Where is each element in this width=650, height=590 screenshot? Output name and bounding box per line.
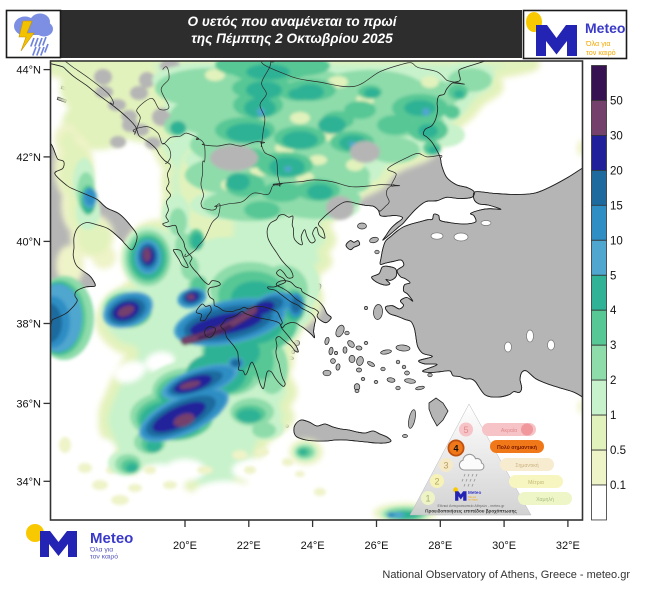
svg-text:28°E: 28°E bbox=[428, 540, 452, 552]
svg-text:4: 4 bbox=[610, 305, 617, 317]
svg-text:10: 10 bbox=[610, 235, 623, 247]
svg-text:20: 20 bbox=[610, 165, 623, 177]
svg-text:Όλα για: Όλα για bbox=[467, 496, 477, 499]
svg-text:Meteo: Meteo bbox=[468, 490, 481, 495]
svg-text:τον καιρό: τον καιρό bbox=[90, 553, 118, 561]
svg-text:3: 3 bbox=[443, 461, 448, 471]
svg-text:2: 2 bbox=[610, 375, 616, 387]
svg-text:Προειδοποιήσεις επιπέδου βροχό: Προειδοποιήσεις επιπέδου βροχόπτωσης bbox=[425, 509, 517, 515]
svg-text:38°N: 38°N bbox=[16, 319, 41, 331]
svg-text:34°N: 34°N bbox=[16, 476, 41, 488]
svg-text:36°N: 36°N bbox=[16, 398, 41, 410]
svg-text:τον καιρό: τον καιρό bbox=[586, 48, 616, 57]
svg-text:της Πέμπτης 2 Οκτωβρίου 2025: της Πέμπτης 2 Οκτωβρίου 2025 bbox=[191, 31, 393, 46]
svg-text:National Observatory of Athens: National Observatory of Athens, Greece -… bbox=[382, 569, 630, 581]
svg-text:30°E: 30°E bbox=[492, 540, 516, 552]
svg-text:Εθνικό Αστεροσκοπείο Αθηνών -: Εθνικό Αστεροσκοπείο Αθηνών - meteo.gr bbox=[438, 504, 506, 508]
svg-text:22°E: 22°E bbox=[237, 540, 261, 552]
svg-text:1: 1 bbox=[425, 494, 430, 504]
svg-text:30: 30 bbox=[610, 130, 623, 142]
svg-text:40°N: 40°N bbox=[16, 236, 41, 248]
svg-text:Ακραία: Ακραία bbox=[501, 428, 517, 434]
svg-text:50: 50 bbox=[610, 96, 623, 108]
svg-text:26°E: 26°E bbox=[365, 540, 389, 552]
svg-text:τον καιρό: τον καιρό bbox=[468, 498, 479, 501]
svg-text:1: 1 bbox=[610, 410, 616, 422]
svg-text:Όλα για: Όλα για bbox=[585, 39, 611, 48]
svg-text:4: 4 bbox=[453, 444, 458, 454]
svg-text:Ο υετός που αναμένεται το πρωί: Ο υετός που αναμένεται το πρωί bbox=[188, 14, 398, 29]
svg-text:Meteo: Meteo bbox=[90, 530, 133, 547]
svg-text:3: 3 bbox=[610, 340, 616, 352]
svg-text:20°E: 20°E bbox=[173, 540, 197, 552]
svg-text:Χαμηλή: Χαμηλή bbox=[536, 496, 554, 503]
svg-text:5: 5 bbox=[610, 270, 616, 282]
svg-text:Σημαντική: Σημαντική bbox=[515, 462, 538, 469]
svg-text:44°N: 44°N bbox=[16, 65, 41, 77]
svg-text:0.1: 0.1 bbox=[610, 480, 626, 492]
svg-text:5: 5 bbox=[463, 425, 468, 435]
svg-text:Meteo: Meteo bbox=[585, 20, 625, 36]
svg-text:Όλα για: Όλα για bbox=[89, 547, 113, 554]
svg-text:15: 15 bbox=[610, 200, 623, 212]
svg-text:24°E: 24°E bbox=[301, 540, 325, 552]
svg-text:0.5: 0.5 bbox=[610, 445, 626, 457]
svg-text:Μέτρια: Μέτρια bbox=[528, 479, 544, 486]
svg-text:Πολύ σημαντική: Πολύ σημαντική bbox=[497, 445, 537, 451]
svg-text:2: 2 bbox=[434, 477, 439, 487]
svg-text:32°E: 32°E bbox=[556, 540, 580, 552]
svg-text:42°N: 42°N bbox=[16, 152, 41, 164]
